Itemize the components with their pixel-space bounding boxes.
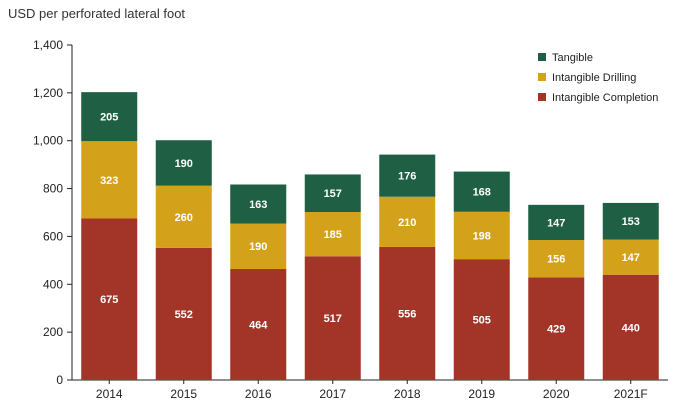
data-label: 675	[100, 294, 118, 306]
x-tick-label: 2021F	[614, 387, 648, 401]
data-label: 429	[547, 324, 565, 336]
y-tick-label: 800	[43, 182, 63, 196]
data-label: 440	[622, 322, 640, 334]
bar-segment	[379, 196, 436, 247]
bar-segment	[155, 185, 212, 248]
bar-segment	[528, 240, 585, 278]
x-tick-labels: 2014 2015 2016 2017 2018 2019 2020 2021F	[96, 380, 648, 401]
x-tick-label: 2015	[170, 387, 197, 401]
data-label: 168	[473, 187, 491, 199]
x-tick-label: 2018	[394, 387, 421, 401]
bar-segment	[453, 259, 510, 380]
bar-segment	[81, 141, 138, 219]
data-label: 153	[622, 216, 640, 228]
bar-segment	[379, 154, 436, 197]
bar-segment	[155, 247, 212, 380]
y-tick-label: 1,200	[33, 86, 63, 100]
bar-segment	[81, 218, 138, 380]
x-tick-label: 2019	[468, 387, 495, 401]
data-label: 147	[547, 217, 565, 229]
bar-segment	[230, 223, 287, 269]
legend-label: Tangible	[552, 52, 593, 64]
data-label: 210	[398, 217, 416, 229]
bar-segment	[602, 274, 659, 380]
data-label: 552	[175, 309, 193, 321]
data-label: 464	[249, 319, 268, 331]
bar-segment	[230, 184, 287, 224]
x-tick-label: 2014	[96, 387, 123, 401]
legend-swatch	[538, 93, 546, 101]
data-label: 198	[473, 230, 491, 242]
bar-segment	[155, 140, 212, 186]
bar-segment	[304, 212, 361, 257]
data-label: 185	[324, 229, 342, 241]
bar-segment	[453, 211, 510, 260]
y-tick-label: 0	[56, 373, 63, 387]
y-tick-label: 600	[43, 229, 63, 243]
y-tick-label: 1,000	[33, 134, 63, 148]
data-label: 205	[100, 112, 118, 124]
legend-swatch	[538, 73, 546, 81]
data-label: 147	[622, 252, 640, 264]
data-label: 517	[324, 313, 342, 325]
bar-segment	[528, 204, 585, 241]
legend: Tangible Intangible Drilling Intangible Co…	[538, 52, 658, 104]
x-tick-label: 2016	[245, 387, 272, 401]
data-label: 176	[398, 171, 416, 183]
data-label: 190	[249, 241, 267, 253]
legend-label: Intangible Completion	[552, 92, 658, 104]
bar-segment	[453, 171, 510, 212]
data-label: 323	[100, 175, 118, 187]
bar-segment	[81, 92, 138, 142]
data-label: 505	[473, 315, 491, 327]
data-label: 156	[547, 254, 565, 266]
bar-segment	[230, 268, 287, 380]
data-label: 163	[249, 199, 267, 211]
legend-label: Intangible Drilling	[552, 72, 636, 84]
x-tick-label: 2020	[543, 387, 570, 401]
bar-segment	[304, 174, 361, 213]
legend-swatch	[538, 53, 546, 61]
bar-segment	[304, 256, 361, 380]
bar-segment	[602, 239, 659, 275]
axes: 0 200 400 600 800 1,000 1,200 1,400	[33, 38, 668, 387]
y-axis-title: USD per perforated lateral foot	[8, 6, 186, 21]
x-tick-label: 2017	[319, 387, 346, 401]
y-tick-label: 400	[43, 277, 63, 291]
bar-segment	[528, 277, 585, 380]
bars: 675 323 205 552 260 190 464 190 163 517 185 157 556 2…	[81, 92, 659, 380]
y-tick-label: 200	[43, 325, 63, 339]
bar-segment	[379, 246, 436, 380]
data-label: 157	[324, 188, 342, 200]
data-label: 190	[175, 158, 193, 170]
data-label: 260	[175, 212, 193, 224]
y-tick-label: 1,400	[33, 38, 63, 52]
data-label: 556	[398, 308, 416, 320]
bar-segment	[602, 202, 659, 240]
